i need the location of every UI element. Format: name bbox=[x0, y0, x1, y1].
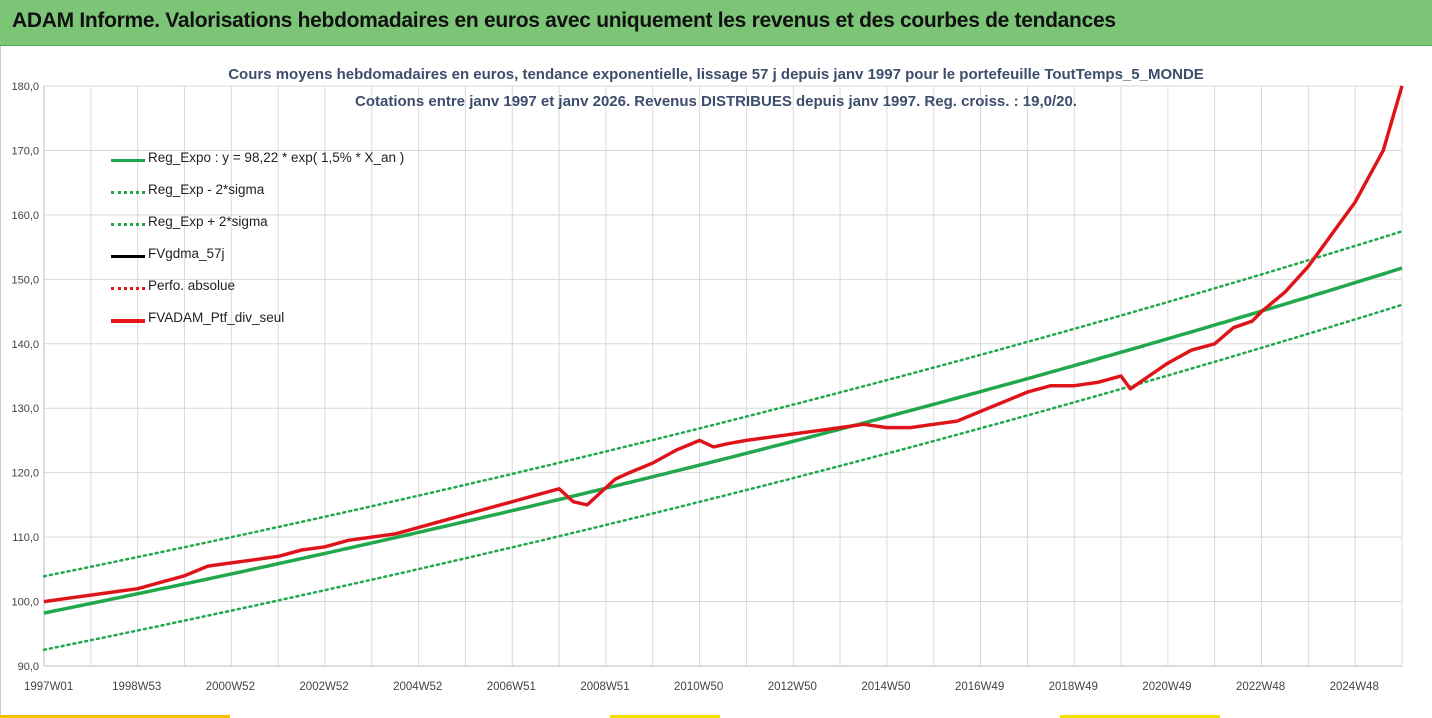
regression-expo-line bbox=[43, 266, 1403, 615]
y-tick-label: 90,0 bbox=[18, 661, 39, 673]
legend-swatch-solid-black bbox=[111, 255, 145, 258]
legend-label: Reg_Expo : y = 98,22 * exp( 1,5% * X_an … bbox=[148, 150, 405, 165]
grid-lines bbox=[43, 85, 1403, 667]
chart-title: Cours moyens hebdomadaires en euros, ten… bbox=[228, 66, 1204, 83]
y-tick-label: 100,0 bbox=[11, 597, 39, 609]
x-tick-label: 1997W01 bbox=[24, 681, 73, 693]
footer-accent-right bbox=[1060, 715, 1220, 718]
legend-swatch-solid-green bbox=[111, 159, 145, 162]
legend-swatch-dotted-red bbox=[111, 287, 145, 290]
y-tick-label: 130,0 bbox=[11, 403, 39, 415]
header-banner: ADAM Informe. Valorisations hebdomadaire… bbox=[0, 0, 1432, 46]
x-tick-label: 2004W52 bbox=[393, 681, 442, 693]
series-layer bbox=[42, 85, 1404, 652]
y-tick-label: 160,0 bbox=[11, 210, 39, 222]
y-tick-label: 180,0 bbox=[11, 81, 39, 93]
x-tick-label: 2002W52 bbox=[299, 681, 348, 693]
x-tick-label: 2000W52 bbox=[206, 681, 255, 693]
legend-label: Reg_Exp - 2*sigma bbox=[148, 182, 265, 197]
x-tick-label: 2022W48 bbox=[1236, 681, 1285, 693]
legend-swatch-dotted-green bbox=[111, 223, 145, 226]
legend-label: Perfo. absolue bbox=[148, 278, 236, 293]
x-tick-label: 2008W51 bbox=[580, 681, 629, 693]
portfolio-line bbox=[43, 85, 1404, 604]
y-tick-label: 170,0 bbox=[11, 145, 39, 157]
footer-accent-left bbox=[0, 715, 230, 718]
regression-minus-2sigma-line bbox=[42, 303, 1404, 652]
x-tick-label: 1998W53 bbox=[112, 681, 161, 693]
x-tick-label: 2010W50 bbox=[674, 681, 723, 693]
legend-label: Reg_Exp + 2*sigma bbox=[148, 214, 268, 229]
banner-title: ADAM Informe. Valorisations hebdomadaire… bbox=[12, 9, 1116, 32]
chart-subtitle: Cotations entre janv 1997 et janv 2026. … bbox=[355, 93, 1077, 110]
x-tick-label: 2012W50 bbox=[768, 681, 817, 693]
y-tick-label: 110,0 bbox=[12, 532, 39, 544]
x-tick-label: 2014W50 bbox=[861, 681, 910, 693]
legend-swatch-dotted-green bbox=[111, 191, 145, 194]
x-tick-label: 2018W49 bbox=[1049, 681, 1098, 693]
y-tick-label: 120,0 bbox=[11, 468, 39, 480]
y-tick-label: 150,0 bbox=[11, 274, 39, 286]
legend-label: FVgdma_57j bbox=[148, 246, 225, 261]
y-tick-label: 140,0 bbox=[11, 339, 39, 351]
x-tick-label: 2020W49 bbox=[1142, 681, 1191, 693]
x-tick-label: 2016W49 bbox=[955, 681, 1004, 693]
legend-label: FVADAM_Ptf_div_seul bbox=[148, 310, 285, 325]
regression-plus-2sigma-line bbox=[42, 230, 1404, 578]
footer-accent-mid bbox=[610, 715, 720, 718]
axes: 90,0 100,0 110,0 120,0 130,0 140,0 150,0 160,0 1… bbox=[11, 81, 1402, 693]
legend-swatch-solid-red bbox=[111, 319, 145, 323]
x-tick-label: 2006W51 bbox=[487, 681, 536, 693]
chart-frame bbox=[0, 46, 1432, 718]
x-tick-label: 2024W48 bbox=[1330, 681, 1379, 693]
